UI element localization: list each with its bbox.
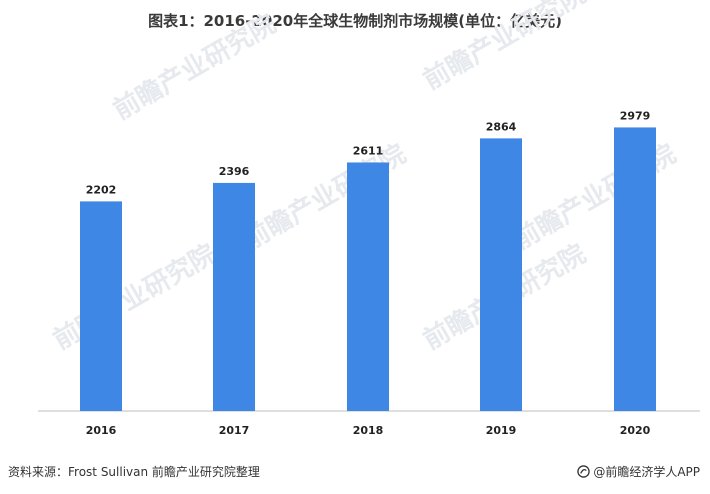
- data-label-2019: 2864: [486, 120, 517, 133]
- x-tick-2019: 2019: [486, 424, 517, 437]
- brand-label: @前瞻经济学人APP: [593, 465, 700, 479]
- bar-labels-group: 2202 2396 2611 2864 2979: [86, 109, 651, 196]
- x-tick-2016: 2016: [86, 424, 117, 437]
- data-label-2016: 2202: [86, 183, 117, 196]
- x-tick-2020: 2020: [620, 424, 651, 437]
- brand-logo-icon: [577, 465, 591, 478]
- bar-2020: [614, 127, 656, 411]
- bars-group: [80, 127, 656, 411]
- x-tick-2018: 2018: [353, 424, 384, 437]
- brand-credit: @前瞻经济学人APP: [577, 463, 700, 480]
- bar-2017: [213, 182, 255, 411]
- x-tick-labels-group: 2016 2017 2018 2019 2020: [86, 424, 651, 437]
- data-label-2017: 2396: [219, 165, 250, 178]
- source-note: 资料来源：Frost Sullivan 前瞻产业研究院整理: [8, 465, 260, 479]
- data-label-2018: 2611: [353, 144, 384, 157]
- bar-2016: [80, 201, 122, 411]
- bar-2018: [347, 162, 389, 411]
- bar-2019: [480, 138, 522, 411]
- data-label-2020: 2979: [620, 109, 651, 122]
- chart-title: 图表1：2016-2020年全球生物制剂市场规模(单位：亿美元): [148, 12, 562, 30]
- x-tick-2017: 2017: [219, 424, 250, 437]
